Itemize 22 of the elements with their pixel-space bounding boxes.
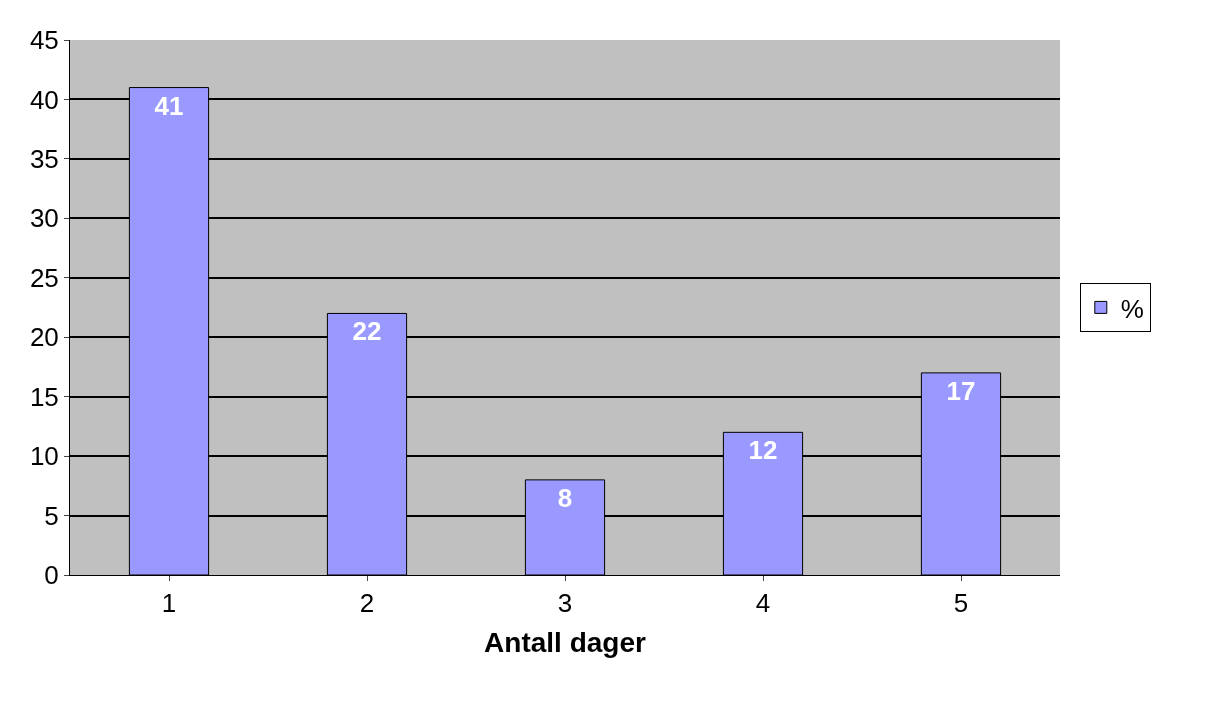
x-tick-label: 5 [953,588,969,619]
y-tick-label: 35 [29,143,59,174]
y-tick-label: 20 [29,322,59,353]
y-tick-label: 5 [44,500,59,531]
data-label: 22 [352,316,382,347]
x-tick-label: 4 [755,588,771,619]
x-tick-label: 1 [161,588,177,619]
y-tick-label: 40 [29,84,59,115]
data-label: 17 [946,375,976,406]
legend-label: % [1120,293,1144,324]
y-tick-label: 10 [29,441,59,472]
x-tick-label: 3 [557,588,573,619]
data-label: 41 [154,90,184,121]
x-axis-title: Antall dager [484,627,646,659]
y-tick-label: 25 [29,262,59,293]
x-tick-label: 2 [359,588,375,619]
y-tick-label: 15 [29,381,59,412]
y-tick-label: 45 [29,25,59,56]
data-label: 8 [557,482,573,513]
y-tick-label: 0 [44,560,59,591]
data-label: 12 [748,435,778,466]
y-tick-label: 30 [29,203,59,234]
